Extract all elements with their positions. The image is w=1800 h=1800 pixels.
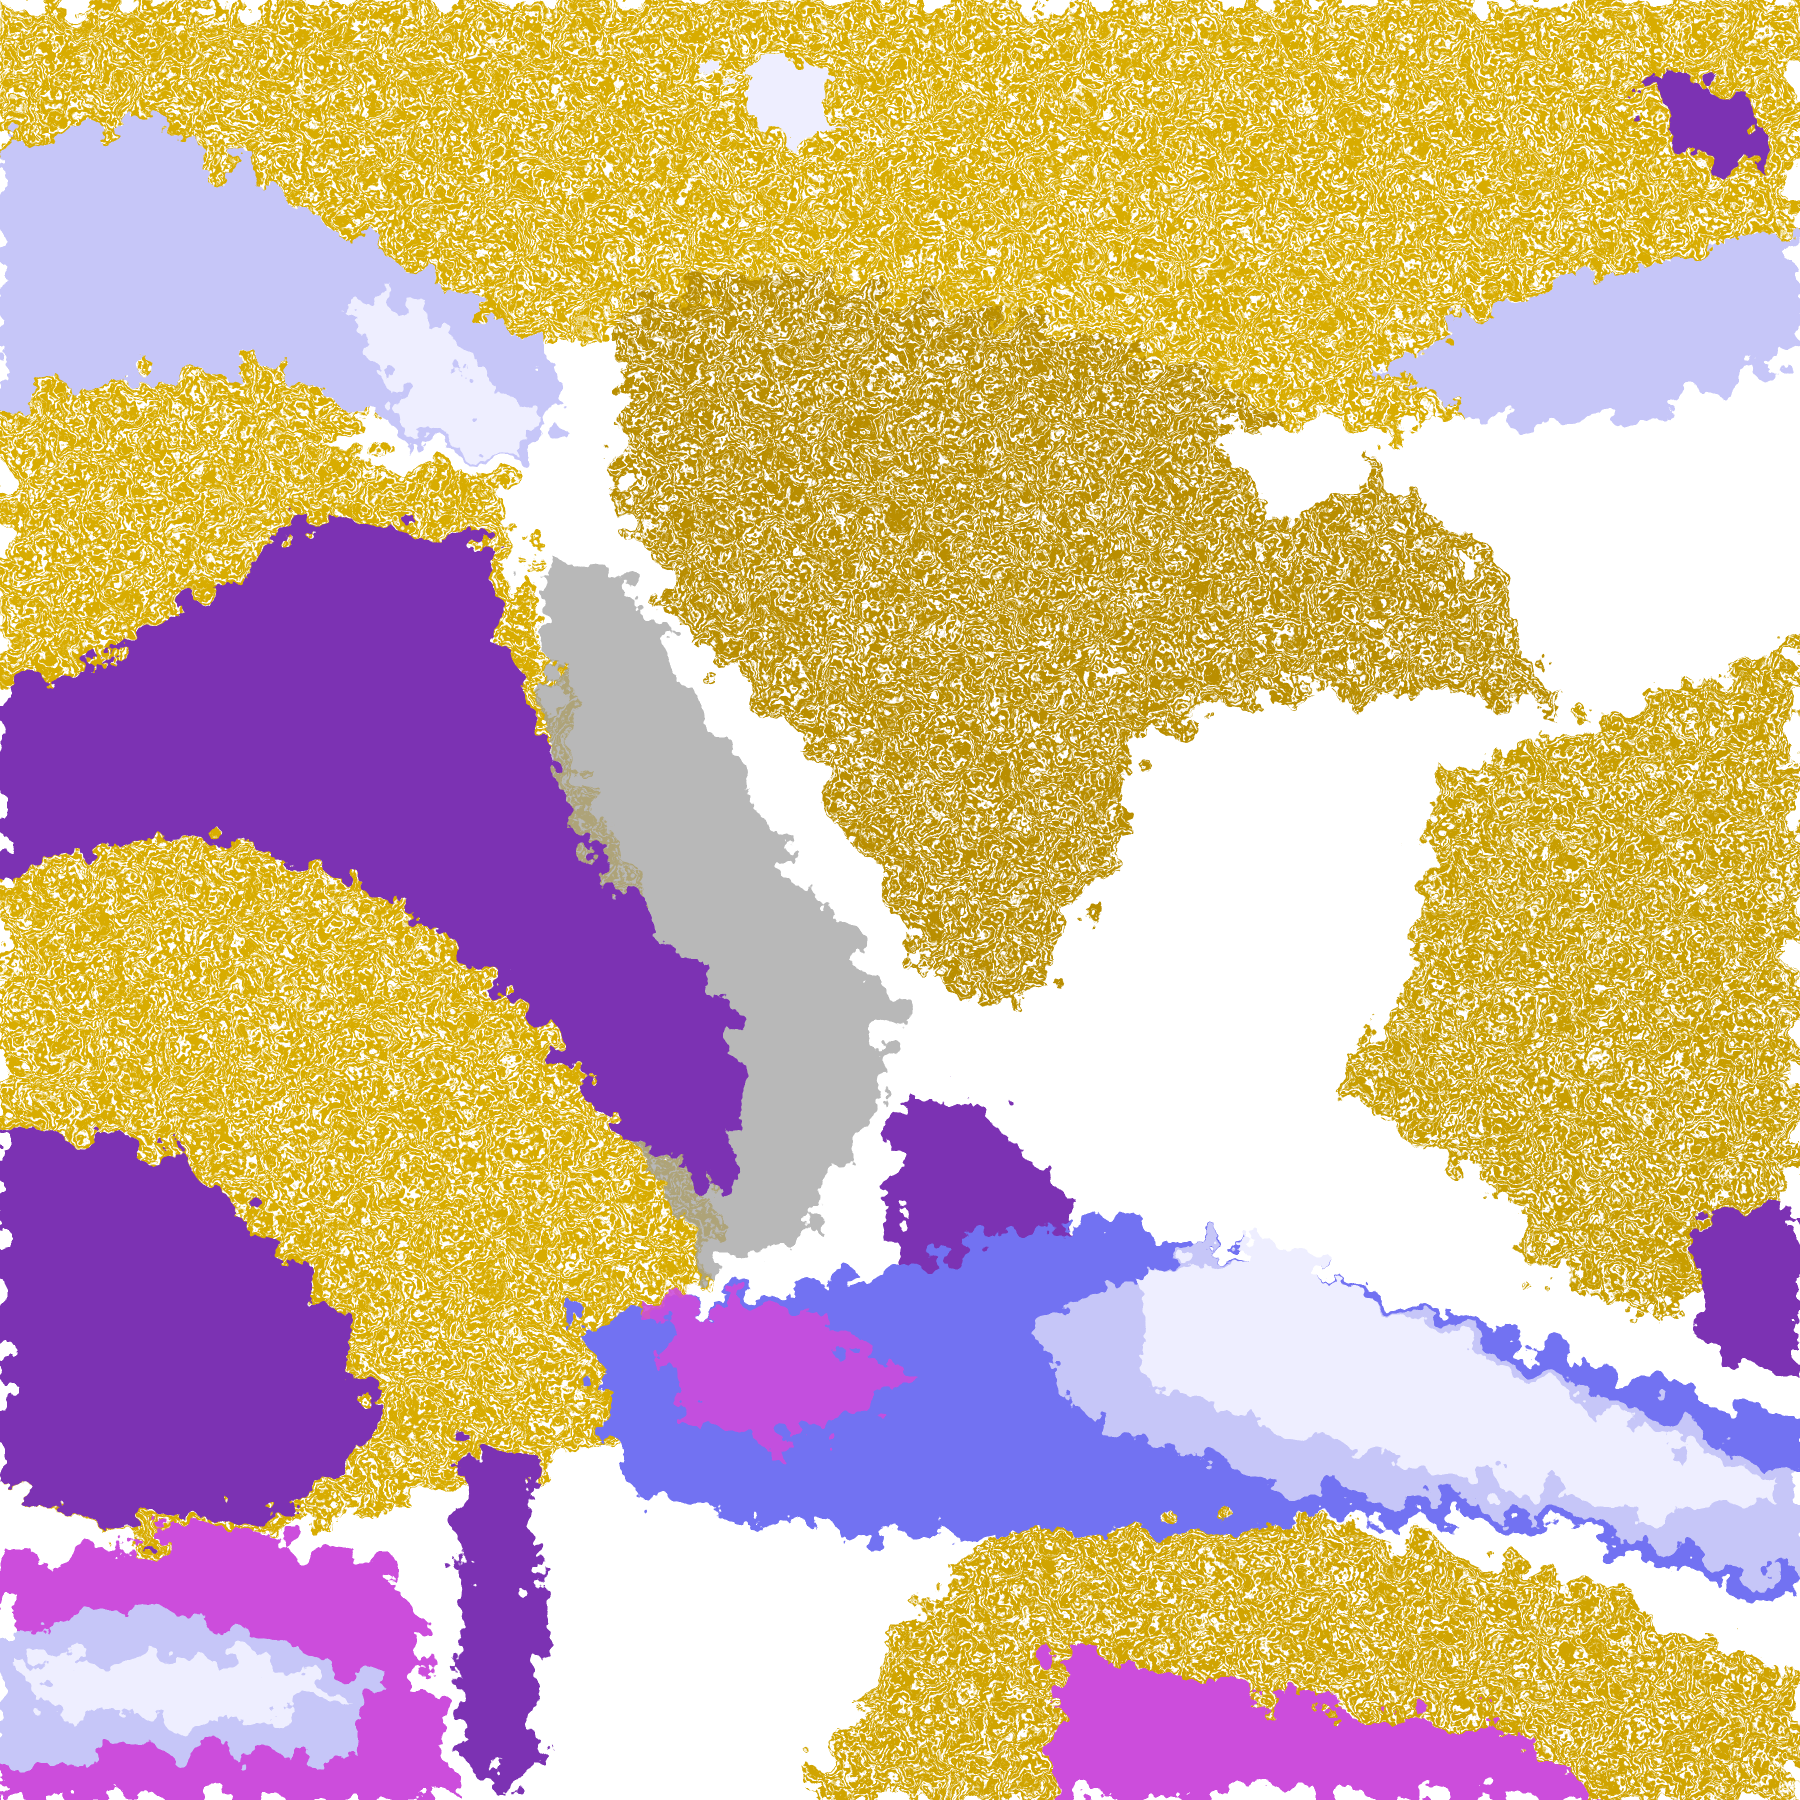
purple-ocean-southwest bbox=[0, 1125, 379, 1527]
purple-ocean-east bbox=[1687, 1193, 1800, 1378]
pale-cloud-core bbox=[1125, 1239, 1780, 1516]
pale-cloud-north bbox=[711, 57, 850, 138]
pale-cloud-northwest bbox=[344, 298, 552, 460]
clear-strip-south bbox=[539, 1480, 678, 1800]
gold-region-east bbox=[1320, 642, 1800, 1321]
clear-patch-center bbox=[1113, 688, 1435, 1206]
gold-region-south bbox=[803, 1492, 1800, 1800]
purple-ocean-south bbox=[459, 1446, 552, 1800]
pale-cloud-southwest bbox=[22, 1653, 345, 1722]
purple-patch-northeast bbox=[1630, 68, 1768, 173]
clear-patch-southeast bbox=[1320, 1147, 1527, 1286]
lavender-cloud-northeast bbox=[1377, 229, 1800, 425]
purple-ocean-west bbox=[0, 516, 735, 1194]
cloud-layer bbox=[0, 57, 1800, 1800]
magenta-cloud-southeast bbox=[1056, 1641, 1608, 1800]
clear-patches bbox=[539, 413, 1527, 1800]
magenta-cloud-band bbox=[642, 1297, 919, 1447]
ocean-layer bbox=[0, 516, 1800, 1800]
clear-patch-north bbox=[1216, 413, 1378, 529]
